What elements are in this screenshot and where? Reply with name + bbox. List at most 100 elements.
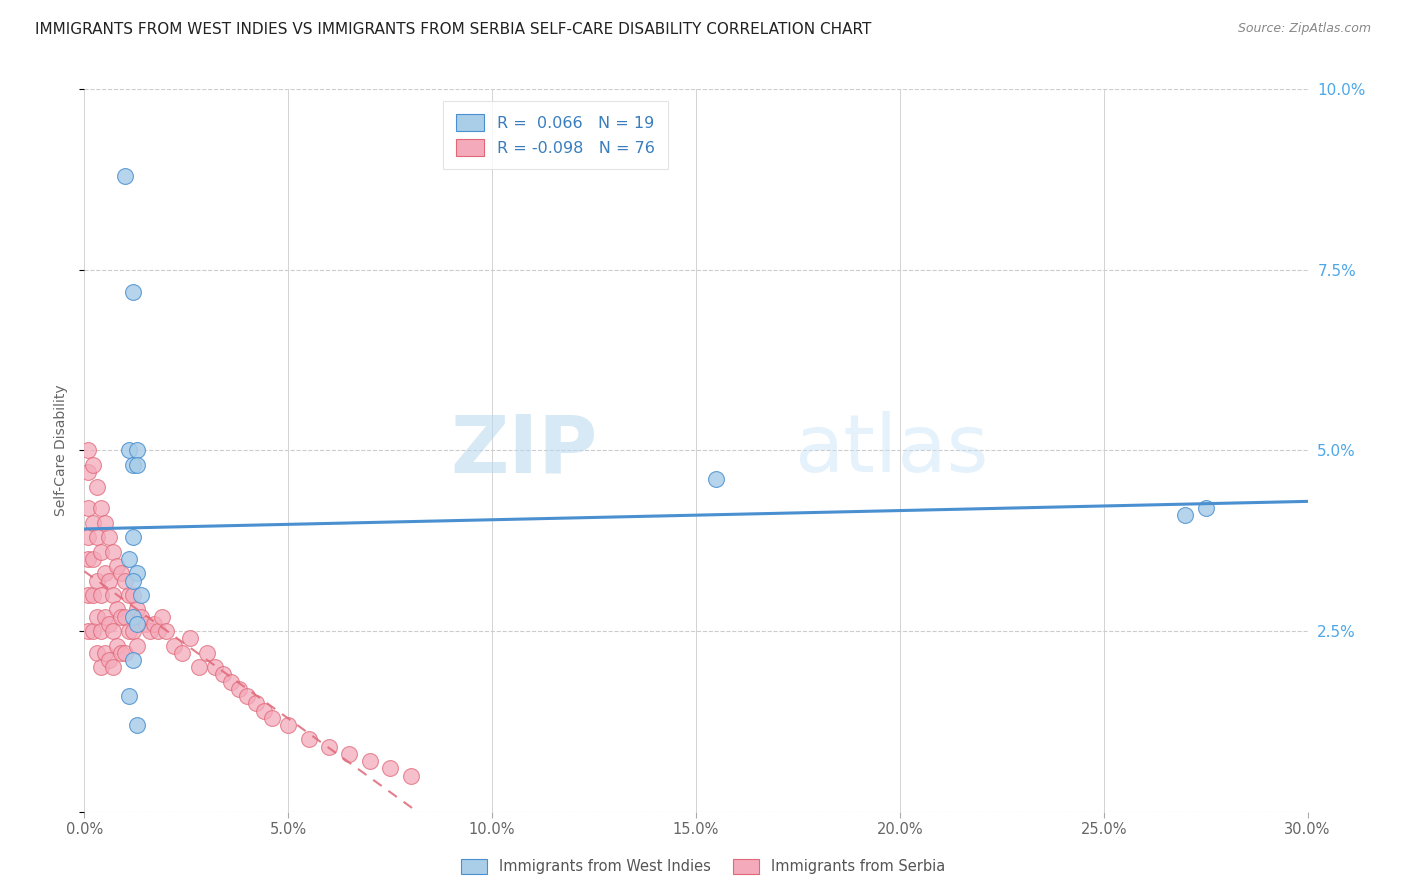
Point [101,660,124,674]
Point [260,711,283,725]
Point [90,588,112,602]
Point [90,501,112,516]
Point [138,624,160,639]
Point [118,624,141,639]
Point [93,566,115,581]
Point [101,588,124,602]
Point [77,624,100,639]
Point [114,169,136,183]
Point [86,609,108,624]
Point [127,616,149,631]
Text: IMMIGRANTS FROM WEST INDIES VS IMMIGRANTS FROM SERBIA SELF-CARE DISABILITY CORRE: IMMIGRANTS FROM WEST INDIES VS IMMIGRANT… [35,22,872,37]
Point [380,761,402,775]
Point [110,609,132,624]
Point [122,285,145,299]
Point [339,747,361,761]
Point [93,516,115,530]
Point [212,667,235,681]
Point [93,609,115,624]
Point [105,602,128,616]
Point [101,544,124,558]
Point [122,609,145,624]
Point [298,732,321,747]
Point [706,472,728,486]
Point [122,653,145,667]
Point [82,624,104,639]
Point [77,588,100,602]
Point [97,653,120,667]
Point [163,639,186,653]
Point [172,646,194,660]
Point [127,458,149,472]
Point [90,544,112,558]
Y-axis label: Self-Care Disability: Self-Care Disability [53,384,67,516]
Point [142,616,165,631]
Point [204,660,226,674]
Point [277,718,299,732]
Point [155,624,177,639]
Point [122,530,145,544]
Point [127,639,149,653]
Point [359,754,381,768]
Point [318,739,340,754]
Point [110,566,132,581]
Point [122,588,145,602]
Point [122,624,145,639]
Point [228,681,250,696]
Point [122,574,145,588]
Point [253,704,276,718]
Point [118,551,141,566]
Text: Source: ZipAtlas.com: Source: ZipAtlas.com [1237,22,1371,36]
Text: ZIP: ZIP [451,411,598,490]
Point [399,769,422,783]
Point [90,624,112,639]
Point [236,689,259,703]
Point [97,530,120,544]
Point [86,530,108,544]
Point [97,574,120,588]
Point [118,588,141,602]
Point [1195,501,1218,516]
Point [135,616,157,631]
Point [77,465,100,479]
Point [82,458,104,472]
Point [114,609,136,624]
Point [118,689,141,703]
Text: atlas: atlas [794,411,988,490]
Point [127,718,149,732]
Point [77,530,100,544]
Point [86,480,108,494]
Legend: R =  0.066   N = 19, R = -0.098   N = 76: R = 0.066 N = 19, R = -0.098 N = 76 [443,101,668,169]
Point [105,639,128,653]
Point [131,588,153,602]
Point [82,551,104,566]
Legend: Immigrants from West Indies, Immigrants from Serbia: Immigrants from West Indies, Immigrants … [456,853,950,880]
Point [105,559,128,574]
Point [127,566,149,581]
Point [82,588,104,602]
Point [219,674,242,689]
Point [1174,508,1197,523]
Point [118,443,141,458]
Point [110,646,132,660]
Point [97,616,120,631]
Point [146,624,169,639]
Point [93,646,115,660]
Point [150,609,173,624]
Point [114,574,136,588]
Point [86,574,108,588]
Point [127,443,149,458]
Point [82,516,104,530]
Point [86,646,108,660]
Point [90,660,112,674]
Point [127,602,149,616]
Point [245,697,267,711]
Point [122,458,145,472]
Point [101,624,124,639]
Point [179,632,201,646]
Point [77,443,100,458]
Point [114,646,136,660]
Point [187,660,209,674]
Point [77,551,100,566]
Point [195,646,218,660]
